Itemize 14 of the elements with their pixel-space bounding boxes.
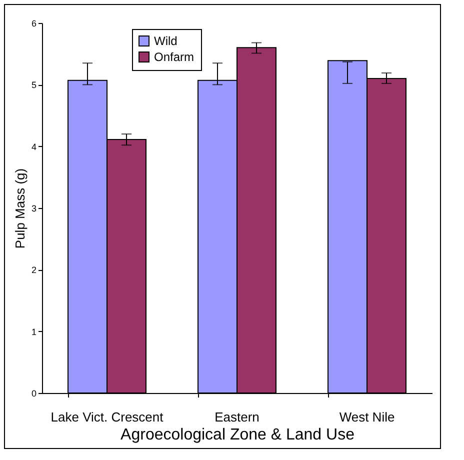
y-tick-label: 3 [31,204,36,214]
x-tick-label: West Nile [339,410,395,424]
legend-label: Wild [154,34,178,48]
legend-label: Onfarm [154,50,194,64]
y-tick-label: 6 [31,18,36,28]
x-axis-title: Agroecological Zone & Land Use [120,426,355,444]
y-tick-label: 4 [31,142,36,152]
y-tick-label: 5 [31,80,36,90]
x-tick-label: Lake Vict. Crescent [50,410,164,424]
x-tick-label: Eastern [214,410,260,424]
y-tick-label: 2 [31,265,36,276]
y-axis-title: Pulp Mass (g) [12,168,28,249]
y-tick-label: 1 [31,326,36,337]
y-tick-label: 0 [31,388,36,398]
